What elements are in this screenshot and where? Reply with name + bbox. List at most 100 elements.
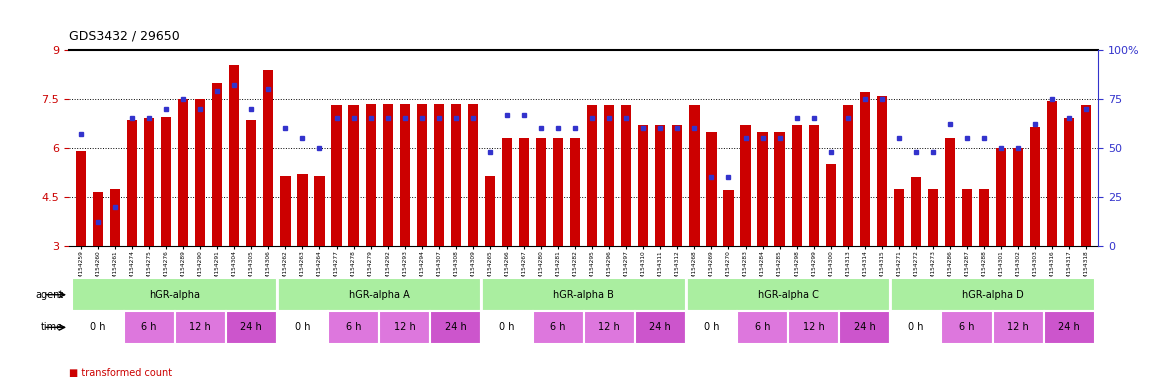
Bar — [570, 138, 581, 246]
Text: 24 h: 24 h — [1058, 322, 1080, 333]
Bar — [911, 177, 921, 246]
Bar — [996, 148, 1006, 246]
Bar — [1064, 119, 1074, 246]
Bar — [826, 164, 836, 246]
Bar — [840, 311, 890, 344]
Bar — [788, 311, 840, 344]
Bar — [860, 93, 869, 246]
Bar — [536, 138, 546, 246]
Text: 6 h: 6 h — [959, 322, 975, 333]
Text: 12 h: 12 h — [1007, 322, 1029, 333]
Bar — [621, 106, 631, 246]
Bar — [685, 311, 737, 344]
Bar — [175, 311, 225, 344]
Bar — [584, 311, 635, 344]
Text: 0 h: 0 h — [704, 322, 719, 333]
Bar — [263, 70, 274, 246]
Bar — [93, 192, 104, 246]
Bar — [416, 104, 427, 246]
Bar — [890, 311, 942, 344]
Bar — [229, 65, 239, 246]
Text: 6 h: 6 h — [346, 322, 361, 333]
Bar — [758, 132, 768, 246]
Bar — [961, 189, 972, 246]
Text: 6 h: 6 h — [551, 322, 566, 333]
Bar — [246, 120, 256, 246]
Text: 6 h: 6 h — [754, 322, 770, 333]
Bar — [723, 190, 734, 246]
Bar — [741, 125, 751, 246]
Bar — [196, 99, 206, 246]
Bar — [890, 278, 1095, 311]
Bar — [1081, 106, 1091, 246]
Text: 12 h: 12 h — [598, 322, 620, 333]
Bar — [331, 106, 342, 246]
Bar — [468, 104, 478, 246]
Bar — [553, 138, 564, 246]
Bar — [110, 189, 120, 246]
Bar — [737, 311, 788, 344]
Bar — [123, 311, 175, 344]
Bar — [434, 104, 444, 246]
Bar — [673, 125, 682, 246]
Text: 24 h: 24 h — [445, 322, 467, 333]
Bar — [706, 132, 716, 246]
Text: 24 h: 24 h — [240, 322, 262, 333]
Bar — [656, 125, 666, 246]
Text: 12 h: 12 h — [393, 322, 415, 333]
Bar — [72, 311, 123, 344]
Bar — [178, 99, 189, 246]
Bar — [451, 104, 461, 246]
Text: 24 h: 24 h — [650, 322, 672, 333]
Bar — [586, 106, 597, 246]
Bar — [942, 311, 992, 344]
Text: GDS3432 / 29650: GDS3432 / 29650 — [69, 29, 179, 42]
Text: hGR-alpha C: hGR-alpha C — [758, 290, 819, 300]
Bar — [366, 104, 376, 246]
Text: 0 h: 0 h — [294, 322, 311, 333]
Bar — [808, 125, 819, 246]
Bar — [635, 311, 685, 344]
Bar — [992, 311, 1044, 344]
Bar — [126, 120, 137, 246]
Bar — [843, 106, 853, 246]
Text: 12 h: 12 h — [190, 322, 212, 333]
Bar — [328, 311, 380, 344]
Text: 0 h: 0 h — [499, 322, 515, 333]
Bar — [774, 132, 784, 246]
Text: hGR-alpha: hGR-alpha — [150, 290, 200, 300]
Bar — [945, 138, 956, 246]
Bar — [1013, 148, 1024, 246]
Bar — [894, 189, 904, 246]
Bar — [638, 125, 649, 246]
Bar — [532, 311, 584, 344]
Text: ■ transformed count: ■ transformed count — [69, 368, 172, 378]
Bar — [1044, 311, 1095, 344]
Bar — [212, 83, 222, 246]
Bar — [482, 311, 532, 344]
Bar — [277, 311, 328, 344]
Bar — [482, 278, 685, 311]
Bar — [72, 278, 277, 311]
Bar — [348, 106, 359, 246]
Bar — [225, 311, 277, 344]
Bar — [501, 138, 512, 246]
Text: hGR-alpha D: hGR-alpha D — [961, 290, 1024, 300]
Bar — [685, 278, 890, 311]
Bar — [604, 106, 614, 246]
Bar — [399, 104, 409, 246]
Text: 6 h: 6 h — [141, 322, 156, 333]
Bar — [314, 175, 324, 246]
Text: hGR-alpha A: hGR-alpha A — [348, 290, 409, 300]
Bar — [383, 104, 393, 246]
Bar — [979, 189, 989, 246]
Bar — [1048, 101, 1057, 246]
Text: 24 h: 24 h — [854, 322, 875, 333]
Bar — [689, 106, 699, 246]
Text: 0 h: 0 h — [90, 322, 106, 333]
Bar — [144, 119, 154, 246]
Bar — [519, 138, 529, 246]
Bar — [791, 125, 802, 246]
Bar — [380, 311, 430, 344]
Bar — [76, 151, 86, 246]
